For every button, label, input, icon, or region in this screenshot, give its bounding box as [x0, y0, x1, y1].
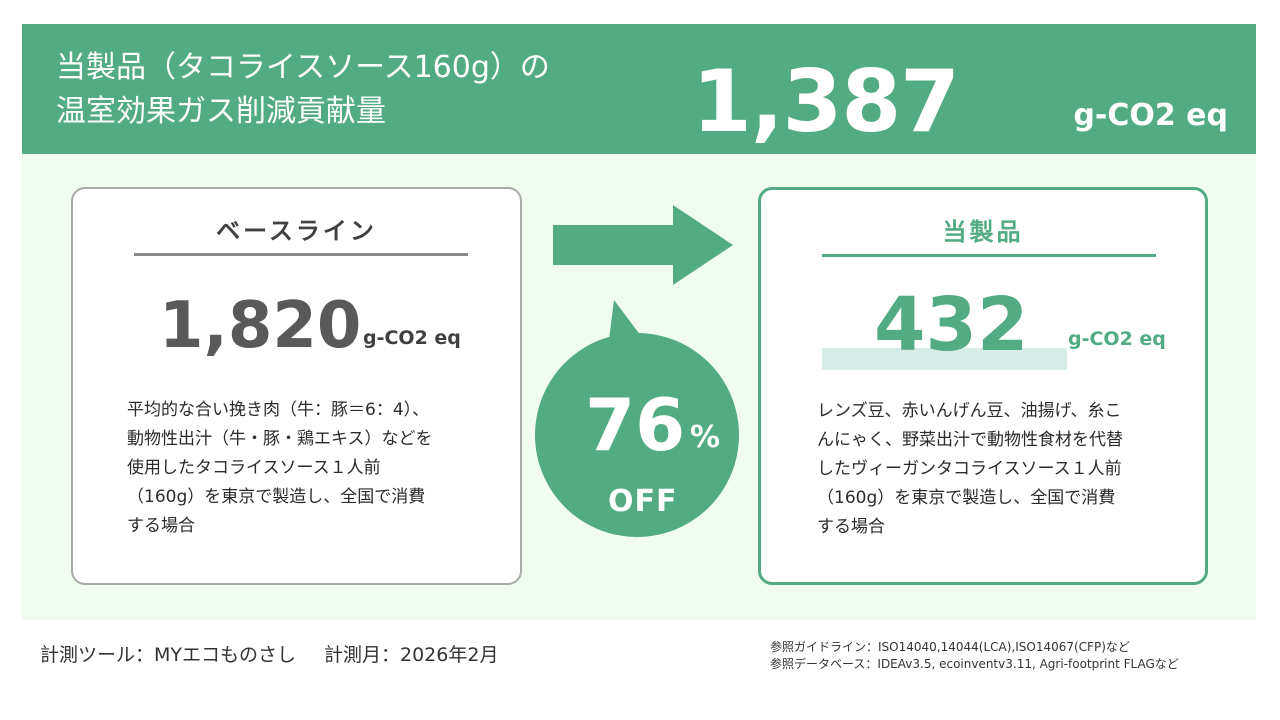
header-title-line2: 温室効果ガス削減貢献量 [56, 94, 386, 129]
product-divider [822, 254, 1156, 257]
baseline-divider [134, 253, 468, 256]
speech-bubble-icon [535, 300, 739, 537]
baseline-title: ベースライン [216, 217, 377, 245]
reduction-percent-value: 76 [585, 383, 686, 467]
header-reduction-value: 1,387 [692, 52, 960, 152]
footer-tool: 計測ツール：MYエコものさし [40, 644, 296, 666]
product-description-line: したヴィーガンタコライスソース１人前 [817, 459, 1122, 479]
baseline-description-line: 動物性出汁（牛・豚・鶏エキス）などを [127, 429, 433, 449]
baseline-description-line: （160g）を東京で製造し、全国で消費 [127, 487, 426, 507]
header-title-line1: 当製品（タコライスソース160g）の [56, 50, 550, 85]
product-card: 当製品 432 g-CO2 eq レンズ豆、赤いんげん豆、油揚げ、糸こ んにゃく… [758, 187, 1208, 585]
footer-measurement-info: 計測ツール：MYエコものさし 計測月：2026年2月 [40, 640, 498, 667]
product-value: 432 [874, 282, 1029, 368]
product-description-line: レンズ豆、赤いんげん豆、油揚げ、糸こ [817, 401, 1122, 421]
header-unit: g-CO2 eq [1073, 98, 1228, 133]
product-description-line: んにゃく、野菜出汁で動物性食材を代替 [817, 430, 1123, 450]
header-banner: 当製品（タコライスソース160g）の 温室効果ガス削減貢献量 1,387 g-C… [22, 24, 1256, 154]
footer-month: 計測月：2026年2月 [324, 644, 499, 666]
baseline-card: ベースライン 1,820 g-CO2 eq 平均的な合い挽き肉（牛：豚＝6：4）… [71, 187, 522, 585]
product-description: レンズ豆、赤いんげん豆、油揚げ、糸こ んにゃく、野菜出汁で動物性食材を代替 した… [817, 397, 1123, 542]
footer-guideline: 参照ガイドライン：ISO14040,14044(LCA),ISO14067(CF… [770, 640, 1130, 654]
baseline-description-line: 使用したタコライスソース１人前 [127, 458, 381, 478]
product-description-line: する場合 [817, 517, 885, 537]
baseline-unit: g-CO2 eq [363, 327, 461, 349]
reduction-off-label: OFF [608, 484, 678, 519]
footer-database: 参照データベース：IDEAv3.5, ecoinventv3.11, Agri-… [770, 657, 1179, 671]
baseline-value: 1,820 [159, 289, 362, 363]
footer-references: 参照ガイドライン：ISO14040,14044(LCA),ISO14067(CF… [770, 639, 1179, 673]
baseline-description-line: 平均的な合い挽き肉（牛：豚＝6：4）、 [127, 400, 430, 420]
right-arrow-icon [553, 205, 733, 285]
product-description-line: （160g）を東京で製造し、全国で消費 [817, 488, 1116, 508]
product-value-highlight [822, 348, 1067, 370]
product-unit: g-CO2 eq [1068, 328, 1166, 350]
baseline-description: 平均的な合い挽き肉（牛：豚＝6：4）、 動物性出汁（牛・豚・鶏エキス）などを 使… [127, 396, 433, 541]
reduction-percent-sign: % [690, 420, 721, 455]
baseline-description-line: する場合 [127, 516, 195, 536]
product-title: 当製品 [942, 218, 1024, 246]
